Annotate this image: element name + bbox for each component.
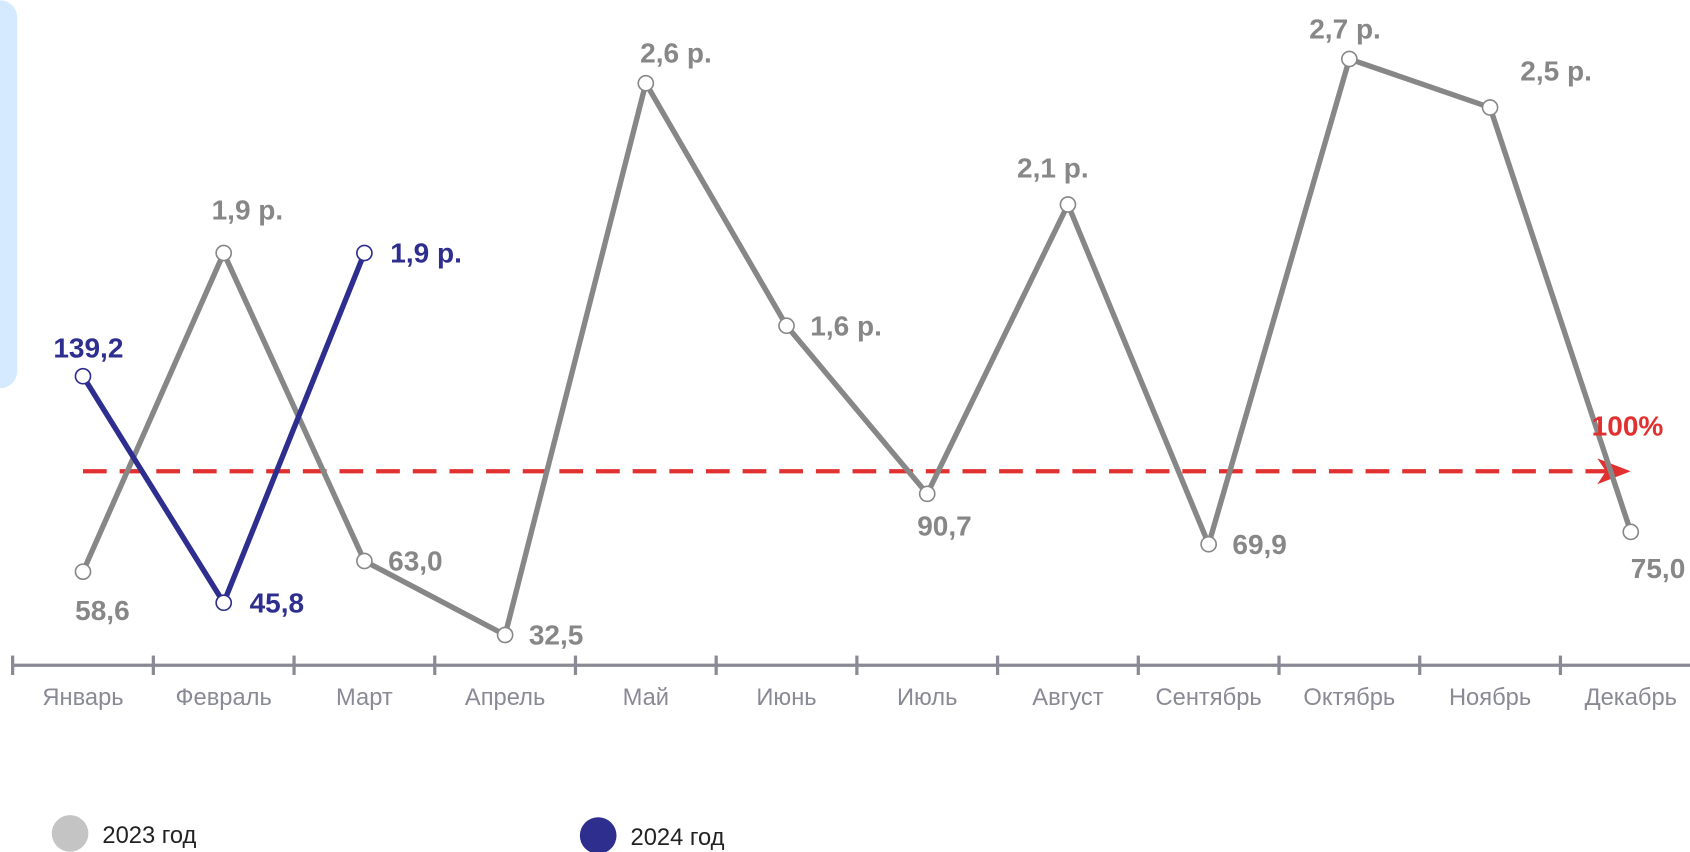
x-tick-label: Декабрь	[1585, 685, 1677, 711]
data-label: 2,1 р.	[1017, 152, 1089, 183]
data-label: 90,7	[917, 511, 972, 542]
data-point	[74, 367, 92, 385]
legend-swatch	[579, 817, 617, 852]
data-point	[215, 244, 233, 262]
data-label: 63,0	[388, 546, 443, 577]
data-point	[215, 594, 233, 612]
data-point	[918, 485, 936, 503]
data-point	[1622, 523, 1640, 541]
data-point	[1481, 99, 1499, 116]
reference-label: 100%	[1592, 411, 1664, 442]
x-tick-label: Март	[336, 685, 393, 711]
data-point	[74, 563, 92, 581]
reference-arrow	[1597, 458, 1631, 485]
x-tick-label: Июль	[897, 685, 957, 711]
data-label: 32,5	[529, 620, 584, 651]
data-point	[496, 626, 514, 644]
series-line	[80, 56, 1634, 638]
data-point	[637, 74, 655, 92]
x-tick-label: Ноябрь	[1449, 685, 1531, 711]
data-point	[1059, 196, 1077, 213]
legend-label: 2024 год	[631, 825, 725, 851]
data-point	[1200, 535, 1218, 553]
data-label: 58,6	[75, 595, 130, 626]
data-label: 1,9 р.	[212, 194, 284, 225]
data-point	[1341, 50, 1358, 68]
data-point	[778, 317, 795, 335]
data-point	[356, 552, 373, 570]
data-point	[356, 244, 373, 262]
x-tick-label: Апрель	[465, 685, 545, 711]
data-label: 75,0	[1631, 553, 1686, 584]
data-label: 45,8	[250, 587, 305, 618]
data-label: 2,6 р.	[640, 38, 712, 69]
data-label: 2,7 р.	[1309, 13, 1381, 44]
series-line	[80, 252, 367, 606]
data-label: 139,2	[53, 333, 123, 364]
x-tick-label: Август	[1032, 685, 1103, 711]
data-label: 1,6 р.	[810, 310, 882, 341]
data-label: 69,9	[1232, 529, 1287, 560]
x-tick-label: Сентябрь	[1156, 685, 1262, 711]
x-tick-label: Январь	[42, 685, 123, 711]
data-label: 2,5 р.	[1520, 55, 1592, 86]
x-tick-label: Май	[623, 685, 669, 711]
x-tick-label: Октябрь	[1303, 685, 1395, 711]
legend-swatch	[51, 815, 89, 852]
legend-label: 2023 год	[102, 823, 196, 849]
side-panel	[0, 0, 18, 389]
x-tick-label: Февраль	[176, 685, 272, 711]
data-label: 1,9 р.	[390, 238, 462, 269]
x-tick-label: Июнь	[756, 685, 816, 711]
